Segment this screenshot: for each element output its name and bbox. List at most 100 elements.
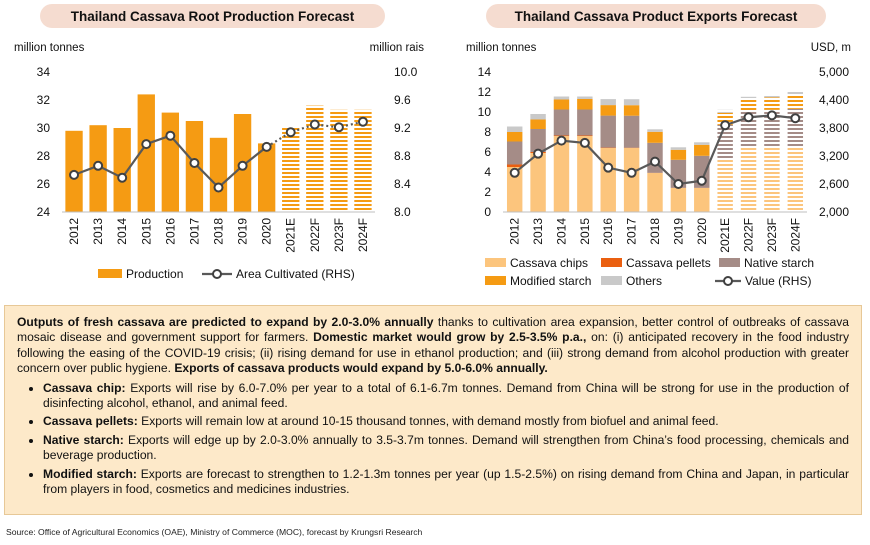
bar-production-2021E: [282, 126, 300, 212]
y2-tick-label: 8.4: [394, 177, 411, 191]
legend-label-others: Others: [626, 274, 662, 288]
bar-others-2014: [553, 96, 570, 100]
y2-tick-label: 5,000: [819, 65, 849, 79]
bar-cassava-chips-2024F: [787, 147, 804, 212]
y-tick-label: 12: [478, 85, 492, 99]
legend-swatch-production: [98, 269, 122, 278]
marker-value-2016: [603, 162, 614, 173]
x-tick-label: 2012: [508, 218, 522, 245]
bullet-text: Exports are forecast to strengthen to 1.…: [43, 466, 849, 497]
bar-cassava-chips-2021E: [717, 160, 733, 212]
x-tick-label: 2016: [601, 218, 615, 245]
bar-cassava-chips-2012: [506, 167, 523, 212]
marker-value-2022F: [743, 112, 754, 123]
bar-others-2017: [623, 99, 640, 106]
marker-value-2012: [509, 167, 520, 178]
x-tick-label: 2013: [91, 218, 105, 245]
right-y-axis-title: USD, m: [811, 42, 851, 54]
x-tick-label: 2012: [67, 218, 81, 245]
left-chart-title: Thailand Cassava Root Production Forecas…: [40, 4, 385, 28]
bullet-native-starch: Native starch: Exports will edge up by 2…: [43, 433, 849, 464]
x-tick-label: 2021E: [284, 218, 298, 253]
line-area-forecast: [266, 120, 364, 148]
y-tick-label: 0: [484, 205, 491, 219]
y2-tick-label: 9.6: [394, 93, 411, 107]
bar-production-2023F: [330, 109, 348, 212]
bar-cassava-pellets-2012: [506, 164, 523, 167]
y2-tick-label: 8.0: [394, 205, 411, 219]
bullet-modified-starch: Modified starch: Exports are forecast to…: [43, 467, 849, 498]
x-tick-label: 2024F: [356, 218, 370, 252]
legend-label-native-starch: Native starch: [744, 256, 814, 270]
y2-tick-label: 3,800: [819, 121, 849, 135]
summary-intro: Outputs of fresh cassava are predicted t…: [17, 315, 849, 377]
summary-intro-text-2: on: (i) anticipated recovery in the food…: [17, 330, 849, 376]
bar-native-starch-2012: [506, 141, 523, 165]
marker-area-2019: [237, 160, 248, 171]
bar-modified-starch-2017: [623, 105, 640, 116]
bar-modified-starch-2022F: [740, 99, 757, 112]
y-tick-label: 34: [37, 65, 51, 79]
marker-area-2022F: [309, 119, 320, 130]
bullet-text: Exports will rise by 6.0-7.0% per year t…: [43, 380, 850, 411]
y-tick-label: 8: [484, 125, 491, 139]
x-tick-label: 2020: [695, 218, 709, 245]
bar-cassava-chips-2019: [670, 188, 687, 212]
bar-modified-starch-2018: [647, 131, 663, 143]
marker-value-2013: [533, 148, 544, 159]
marker-value-2018: [650, 156, 660, 167]
bar-production-2016: [161, 112, 180, 212]
x-tick-label: 2019: [236, 218, 250, 245]
x-tick-label: 2022F: [308, 218, 322, 252]
legend-label-value-rhs: Value (RHS): [745, 274, 811, 288]
production-chart: million tonnes million rais 24 26 28 30 32 34 8.…: [14, 42, 424, 281]
bullet-label: Native starch:: [43, 432, 124, 447]
y-tick-label: 24: [37, 205, 51, 219]
bar-native-starch-2017: [623, 115, 640, 148]
marker-value-2019: [673, 179, 684, 189]
bar-others-2018: [647, 129, 663, 132]
marker-area-2012: [69, 169, 80, 180]
legend-swatch-others: [601, 276, 622, 285]
marker-value-2021E: [720, 120, 731, 131]
summary-bullets: Cassava chip: Exports will rise by 6.0-7…: [17, 381, 849, 498]
bar-others-2019: [670, 147, 687, 150]
y-tick-label: 32: [37, 93, 51, 107]
x-tick-label: 2014: [554, 218, 568, 245]
y2-tick-label: 9.2: [394, 121, 411, 135]
legend-swatch-modified-starch: [485, 276, 506, 285]
y-tick-label: 28: [37, 149, 51, 163]
bar-others-2012: [506, 126, 523, 132]
y2-tick-label: 2,600: [819, 177, 849, 191]
x-tick-label: 2016: [163, 218, 177, 245]
legend-label-cassava-chips: Cassava chips: [510, 256, 588, 270]
bar-modified-starch-2014: [553, 99, 570, 110]
bar-cassava-chips-2022F: [740, 148, 757, 212]
bar-production-2020: [257, 143, 276, 212]
bar-cassava-chips-2017: [623, 148, 640, 212]
x-tick-label: 2022F: [742, 218, 756, 252]
marker-value-2014: [556, 135, 567, 146]
bar-modified-starch-2015: [577, 99, 593, 110]
legend-marker-area: [212, 269, 222, 279]
bar-native-starch-2015: [577, 109, 593, 136]
x-tick-label: 2017: [625, 218, 639, 245]
marker-area-2020: [261, 141, 272, 152]
marker-area-2017: [189, 158, 200, 168]
bar-cassava-pellets-2015: [577, 135, 593, 136]
bar-modified-starch-2019: [670, 149, 687, 160]
bar-modified-starch-2020: [694, 144, 710, 156]
source-note: Source: Office of Agricultural Economics…: [6, 527, 423, 537]
y-tick-label: 2: [484, 185, 491, 199]
bar-cassava-chips-2020: [694, 188, 710, 212]
marker-value-2015: [579, 137, 590, 148]
legend-label-area: Area Cultivated (RHS): [236, 267, 355, 281]
marker-value-2017: [626, 167, 637, 178]
bullet-label: Modified starch:: [43, 466, 137, 481]
bar-modified-starch-2016: [600, 105, 616, 116]
bar-modified-starch-2023F: [764, 97, 780, 110]
legend-swatch-cassava-chips: [485, 258, 506, 267]
x-tick-label: 2018: [648, 218, 662, 245]
x-tick-label: 2020: [260, 218, 274, 245]
bar-production-2015: [137, 94, 155, 212]
